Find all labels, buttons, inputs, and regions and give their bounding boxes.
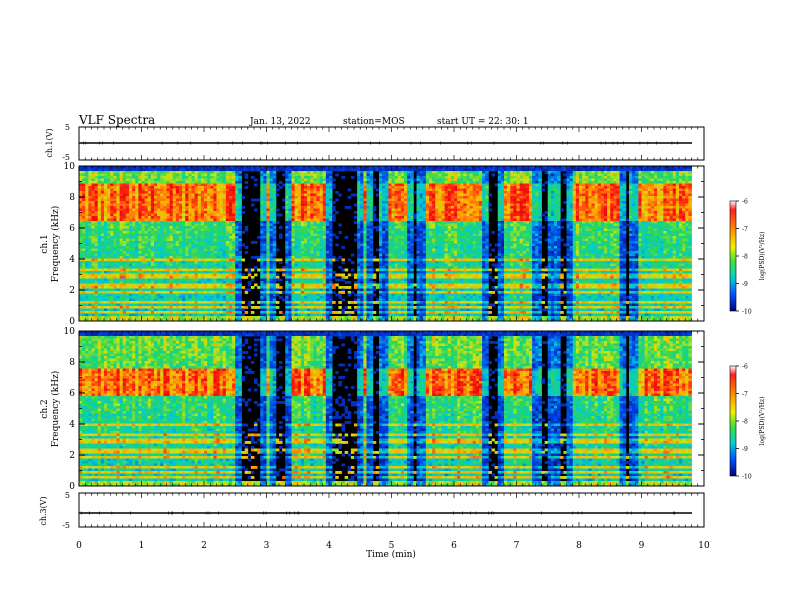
colorbar-tick-label: -9 <box>742 446 748 453</box>
colorbar-tick-label: -9 <box>742 281 748 288</box>
ch2-spectrogram-ylabel-channel: ch.2 <box>40 399 50 418</box>
ytick-label: 6 <box>69 389 75 399</box>
ytick-label: 2 <box>69 286 75 296</box>
time-tick-label: 8 <box>576 541 582 551</box>
ch3-waveform-panel: 5 -5 ch.3(V) <box>39 491 704 530</box>
ytick-label: 4 <box>69 420 75 430</box>
colorbar-tick-label: -6 <box>742 364 748 371</box>
ytick-label: 10 <box>64 162 76 172</box>
ytick-label: 0 <box>69 317 75 327</box>
ytick-label: 6 <box>69 224 75 234</box>
ch2-colorbar-gradient <box>730 366 736 476</box>
figure-title: VLF Spectra <box>78 113 155 127</box>
ch1-colorbar-gradient <box>730 201 736 311</box>
ch3-ytick-bottom: -5 <box>62 521 70 530</box>
ch1-spectrogram <box>79 166 704 321</box>
ytick-label: 2 <box>69 451 75 461</box>
ch1-spectrogram-panel: 0 2 4 6 8 10 ch.1 Frequency (kHz) <box>40 162 704 327</box>
ch1-colorbar-ticks: -6 -7 -8 -9 -10 <box>736 199 752 316</box>
ytick-label: 8 <box>69 193 75 203</box>
vlf-figure: VLF Spectra Jan. 13, 2022 station=MOS st… <box>0 0 792 612</box>
ch1-colorbar: -6 -7 -8 -9 -10 log(PSD)(V²/Hz) <box>730 199 766 316</box>
ch2-colorbar: -6 -7 -8 -9 -10 log(PSD)(V²/Hz) <box>730 364 766 481</box>
figure-start-time: start UT = 22: 30: 1 <box>437 117 529 127</box>
ch2-spectrogram <box>79 331 704 486</box>
ch3-ytick-top: 5 <box>65 491 70 500</box>
time-tick-label: 9 <box>639 541 645 551</box>
time-axis-label: Time (min) <box>366 549 416 560</box>
ch3-waveform-frame <box>79 493 704 527</box>
ytick-label: 8 <box>69 358 75 368</box>
time-tick-label: 10 <box>698 541 710 551</box>
figure-station: station=MOS <box>343 117 405 127</box>
ch2-colorbar-label: log(PSD)(V²/Hz) <box>759 397 766 446</box>
colorbar-tick-label: -6 <box>742 199 748 206</box>
figure-date: Jan. 13, 2022 <box>249 117 311 127</box>
ch1-ytick-top: 5 <box>65 123 70 132</box>
ch3-ylabel: ch.3(V) <box>39 496 48 525</box>
ch1-ylabel: ch.1(V) <box>45 128 54 157</box>
ytick-label: 0 <box>69 482 75 492</box>
time-tick-label: 2 <box>201 541 207 551</box>
colorbar-tick-label: -10 <box>742 309 752 316</box>
colorbar-tick-label: -8 <box>742 254 748 261</box>
ch1-ytick-bottom: -5 <box>62 153 70 162</box>
ch1-waveform-panel: 5 -5 ch.1(V) <box>45 123 704 162</box>
ch1-spectrogram-ylabel: Frequency (kHz) <box>50 206 61 283</box>
time-tick-label: 7 <box>514 541 520 551</box>
ch1-spectrogram-ylabel-channel: ch.1 <box>40 234 50 253</box>
time-tick-label: 3 <box>264 541 270 551</box>
ch1-colorbar-label: log(PSD)(V²/Hz) <box>759 232 766 281</box>
colorbar-tick-label: -7 <box>742 391 748 398</box>
time-tick-label: 6 <box>451 541 457 551</box>
ch2-colorbar-ticks: -6 -7 -8 -9 -10 <box>736 364 752 481</box>
ch2-spectrogram-panel: 0 2 4 6 8 10 ch.2 Frequency (kHz) <box>40 327 704 492</box>
ytick-label: 4 <box>69 255 75 265</box>
time-tick-label: 4 <box>326 541 332 551</box>
ch2-spectrogram-ylabel: Frequency (kHz) <box>50 371 61 448</box>
time-tick-label: 0 <box>76 541 82 551</box>
ytick-label: 10 <box>64 327 76 337</box>
colorbar-tick-label: -10 <box>742 474 752 481</box>
colorbar-tick-label: -7 <box>742 226 748 233</box>
colorbar-tick-label: -8 <box>742 419 748 426</box>
time-tick-label: 1 <box>139 541 145 551</box>
